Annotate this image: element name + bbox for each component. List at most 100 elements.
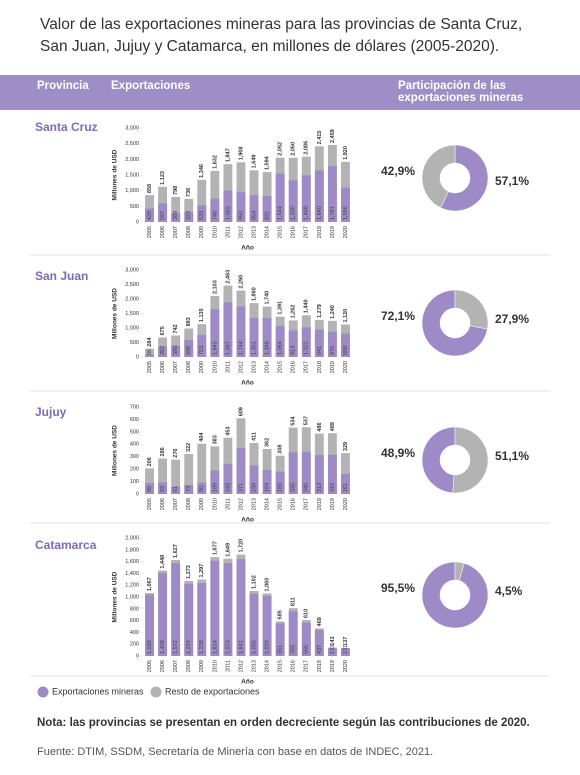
total-label: 404 bbox=[199, 432, 205, 442]
bar-total bbox=[145, 348, 154, 357]
total-label: 1,594 bbox=[265, 155, 271, 170]
total-label: 322 bbox=[186, 443, 192, 452]
y-tick-label: 1,200 bbox=[125, 583, 139, 589]
total-label: 1,135 bbox=[199, 308, 205, 322]
bar-mining bbox=[171, 345, 181, 357]
x-tick-label: 2012 bbox=[238, 361, 244, 373]
bar-mining bbox=[236, 192, 246, 222]
bar-mining bbox=[301, 175, 311, 222]
value-label: 61 bbox=[173, 486, 179, 492]
bar-mining bbox=[327, 331, 337, 357]
x-tick-label: 2005 bbox=[147, 498, 153, 510]
value-label: 1,096 bbox=[343, 206, 349, 220]
bar-mining bbox=[288, 452, 298, 494]
bar-mining bbox=[171, 212, 181, 222]
bar-mining bbox=[210, 198, 220, 222]
total-label: 1,273 bbox=[186, 565, 192, 579]
total-label: 742 bbox=[173, 324, 179, 333]
x-tick-label: 2006 bbox=[160, 226, 166, 238]
total-label: 610 bbox=[304, 609, 310, 618]
value-label: 371 bbox=[238, 483, 244, 492]
total-label: 286 bbox=[160, 447, 166, 456]
total-label: 2,290 bbox=[238, 275, 244, 289]
value-label: 289 bbox=[173, 211, 179, 220]
header-band bbox=[0, 75, 580, 110]
value-label: 362 bbox=[160, 346, 166, 355]
value-label: 340 bbox=[304, 483, 310, 492]
bar-mining bbox=[262, 469, 272, 494]
value-label: 180 bbox=[278, 483, 284, 492]
value-label: 323 bbox=[186, 211, 192, 220]
total-label: 1,740 bbox=[265, 291, 271, 305]
total-label: 143 bbox=[330, 636, 336, 645]
value-label: 1,409 bbox=[160, 640, 166, 654]
value-label: 1,573 bbox=[225, 640, 231, 654]
y-tick-label: 500 bbox=[130, 429, 139, 435]
y-tick-label: 2,500 bbox=[125, 282, 139, 288]
x-tick-label: 2017 bbox=[304, 498, 310, 510]
value-label: 753 bbox=[199, 346, 205, 355]
x-tick-label: 2020 bbox=[343, 361, 349, 373]
bar-mining bbox=[275, 471, 285, 494]
value-label: 1,002 bbox=[225, 206, 231, 220]
bar-mining bbox=[341, 473, 350, 494]
x-tick-label: 2013 bbox=[251, 660, 257, 672]
y-tick-label: 800 bbox=[130, 606, 139, 612]
value-label: 1,641 bbox=[238, 640, 244, 654]
legend-label: Exportaciones mineras bbox=[52, 686, 144, 696]
value-label: 313 bbox=[317, 483, 323, 492]
bar-mining bbox=[197, 482, 207, 494]
x-tick-label: 2019 bbox=[330, 361, 336, 373]
province-name: San Juan bbox=[35, 269, 88, 283]
y-axis-label: Millones de USD bbox=[112, 571, 119, 622]
y-axis-label: Millones de USD bbox=[112, 149, 119, 200]
y-tick-label: 3,000 bbox=[125, 267, 139, 273]
value-label: 1,330 bbox=[291, 206, 297, 220]
bar-mining bbox=[341, 187, 350, 222]
donut-segment bbox=[421, 144, 456, 209]
total-label: 469 bbox=[317, 617, 323, 626]
value-label: 1,645 bbox=[212, 341, 218, 355]
bar-mining bbox=[184, 339, 194, 357]
donut-label: 72,1% bbox=[381, 309, 415, 323]
y-tick-label: 0 bbox=[136, 491, 139, 497]
x-tick-label: 2018 bbox=[317, 361, 323, 373]
y-tick-label: 400 bbox=[130, 442, 139, 448]
bar-mining bbox=[262, 317, 272, 357]
x-tick-label: 2015 bbox=[278, 498, 284, 510]
y-tick-label: 1,500 bbox=[125, 172, 139, 178]
x-axis-label: Año bbox=[241, 517, 254, 524]
bar-mining bbox=[314, 455, 324, 494]
value-label: 1,019 bbox=[265, 640, 271, 654]
x-tick-label: 2014 bbox=[265, 226, 271, 238]
total-label: 1,123 bbox=[160, 171, 166, 185]
x-tick-label: 2006 bbox=[160, 660, 166, 672]
value-label: 189 bbox=[212, 483, 218, 492]
donut-segment bbox=[454, 289, 489, 330]
value-label: 194 bbox=[265, 483, 271, 492]
total-label: 2,050 bbox=[291, 142, 297, 156]
x-tick-label: 2014 bbox=[265, 498, 271, 510]
x-tick-label: 2018 bbox=[317, 498, 323, 510]
bar-mining bbox=[158, 482, 168, 494]
x-tick-label: 2014 bbox=[265, 660, 271, 672]
donut-segment bbox=[421, 561, 489, 629]
x-tick-label: 2007 bbox=[173, 498, 179, 510]
value-label: 1,224 bbox=[186, 640, 192, 654]
bar-total bbox=[145, 468, 154, 494]
donut-label: 27,9% bbox=[495, 312, 529, 326]
header-participacion: Participación de las bbox=[398, 80, 506, 92]
header-provincia: Provincia bbox=[37, 80, 89, 92]
bar-total bbox=[158, 458, 168, 494]
bar-mining bbox=[275, 623, 285, 656]
value-label: 1,614 bbox=[212, 640, 218, 654]
total-label: 1,120 bbox=[343, 309, 349, 323]
x-tick-label: 2009 bbox=[199, 660, 205, 672]
total-label: 276 bbox=[173, 449, 179, 458]
donut-label: 57,1% bbox=[495, 174, 529, 188]
y-tick-label: 2,000 bbox=[125, 296, 139, 302]
bar-mining bbox=[197, 335, 207, 357]
y-tick-label: 1,800 bbox=[125, 547, 139, 553]
bar-mining bbox=[341, 648, 350, 656]
bar-total bbox=[341, 453, 350, 494]
